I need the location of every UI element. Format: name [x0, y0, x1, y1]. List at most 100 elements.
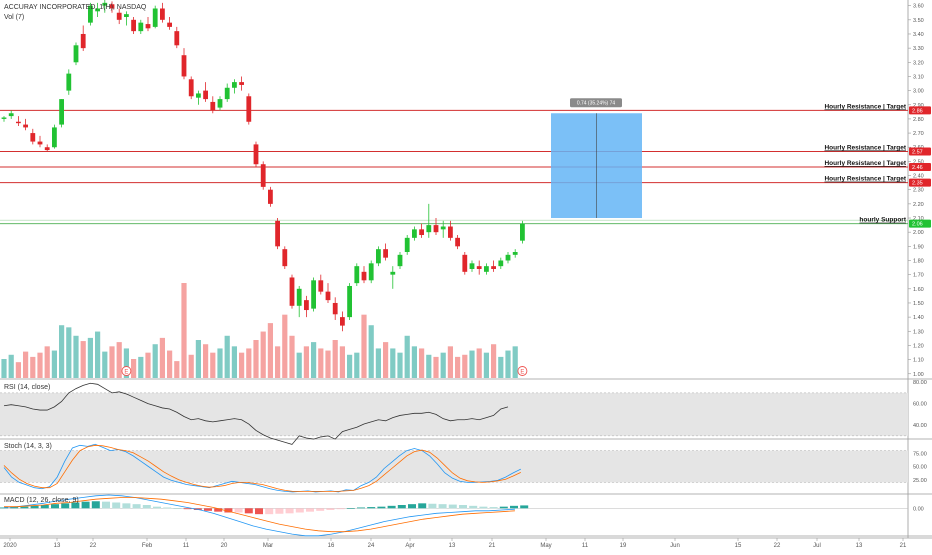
volume-bar	[174, 361, 180, 378]
macd-histogram-bar	[346, 508, 355, 509]
volume-bar	[404, 335, 410, 378]
candle-up	[224, 87, 230, 100]
candle-down	[332, 302, 338, 315]
price-tick-label: 3.10	[913, 74, 924, 80]
macd-histogram-bar	[244, 508, 253, 514]
time-tick-label: 22	[90, 543, 97, 549]
candle-down	[210, 101, 216, 111]
volume-bar	[447, 346, 453, 378]
volume-bar	[131, 359, 137, 378]
level-price-badge-text: 2.35	[912, 181, 923, 187]
macd-tick-label: 0.00	[913, 506, 924, 512]
macd-histogram-bar	[510, 505, 518, 509]
candle-down	[80, 33, 86, 49]
candle-up	[59, 99, 64, 125]
volume-bar	[303, 346, 309, 378]
macd-histogram-bar	[122, 503, 131, 509]
stoch-tick-label: 25.00	[913, 478, 927, 484]
macd-histogram-bar	[448, 504, 457, 509]
macd-histogram-bar	[479, 506, 488, 509]
volume-bar	[66, 327, 72, 378]
price-tick-label: 1.50	[913, 301, 924, 307]
macd-histogram-bar	[153, 506, 161, 509]
candle-up	[8, 113, 14, 117]
price-tick-label: 2.20	[913, 202, 924, 208]
time-tick-label: 11	[183, 543, 190, 549]
vol-label: Vol (7)	[4, 14, 25, 21]
volume-bar	[231, 346, 237, 378]
earnings-marker-label: E	[520, 370, 524, 376]
macd-histogram-bar	[224, 508, 233, 513]
macd-histogram-bar	[0, 507, 8, 509]
volume-bar	[469, 350, 475, 378]
volume-bar	[102, 351, 108, 378]
candle-down	[419, 229, 424, 236]
price-tick-label: 1.10	[913, 358, 924, 364]
time-tick-label: 24	[368, 543, 375, 549]
candle-down	[145, 24, 151, 29]
price-tick-label: 3.40	[913, 32, 924, 38]
macd-histogram-bar	[275, 508, 284, 514]
candle-down	[491, 266, 496, 269]
signal-line	[4, 497, 515, 533]
macd-histogram-bar	[336, 508, 345, 510]
time-tick-label: 21	[489, 543, 496, 549]
macd-label: MACD (12, 26, close, 9)	[4, 497, 79, 504]
volume-bar	[167, 350, 173, 378]
candle-down	[433, 225, 439, 233]
candle-down	[160, 8, 165, 20]
candle-up	[412, 229, 417, 238]
volume-bar	[73, 335, 79, 378]
candle-up	[390, 271, 396, 275]
candle-down	[116, 12, 122, 20]
macd-histogram-bar	[20, 506, 29, 509]
time-tick-label: 22	[774, 543, 781, 549]
macd-histogram-bar	[132, 504, 141, 509]
candle-up	[232, 82, 237, 88]
candle-up	[66, 73, 72, 91]
volume-bar	[80, 341, 86, 378]
macd-histogram-bar	[428, 503, 437, 509]
volume-bar	[87, 337, 93, 378]
volume-bar	[145, 352, 151, 378]
candle-up	[397, 254, 403, 267]
candle-up	[95, 8, 100, 12]
macd-histogram-bar	[408, 504, 416, 509]
macd-histogram-bar	[204, 508, 212, 511]
macd-histogram-bar	[489, 507, 498, 509]
level-price-badge-text: 2.86	[912, 108, 923, 114]
candle-up	[498, 260, 504, 267]
price-tick-label: 3.50	[913, 18, 924, 24]
candle-down	[268, 189, 273, 204]
volume-bar	[116, 342, 122, 378]
volume-bar	[8, 354, 14, 378]
volume-bar	[347, 354, 353, 378]
volume-bar	[253, 340, 259, 378]
macd-histogram-bar	[367, 507, 376, 509]
volume-bar	[195, 340, 201, 378]
candle-up	[124, 14, 129, 17]
macd-histogram-bar	[418, 503, 427, 509]
level-label: Hourly Resistance | Target	[824, 176, 906, 183]
candle-down	[246, 96, 252, 122]
candle-down	[167, 22, 172, 27]
rsi-label: RSI (14, close)	[4, 384, 51, 391]
price-tick-label: 2.30	[913, 188, 924, 194]
price-tick-label: 1.80	[913, 258, 924, 264]
earnings-marker	[517, 366, 528, 376]
candle-up	[404, 237, 410, 252]
price-tick-label: 1.00	[913, 372, 924, 378]
time-tick-label: 19	[620, 543, 627, 549]
macd-histogram-bar	[438, 504, 447, 509]
earnings-marker	[121, 366, 132, 376]
volume-bar	[375, 348, 381, 378]
macd-histogram-bar	[255, 508, 263, 515]
candle-down	[462, 254, 468, 272]
candle-up	[520, 223, 525, 241]
candle-down	[275, 220, 280, 247]
macd-histogram-bar	[51, 504, 59, 509]
price-tick-label: 3.30	[913, 46, 924, 52]
time-tick-label: 2020	[3, 543, 17, 549]
level-price-badge-text: 2.06	[912, 222, 923, 228]
